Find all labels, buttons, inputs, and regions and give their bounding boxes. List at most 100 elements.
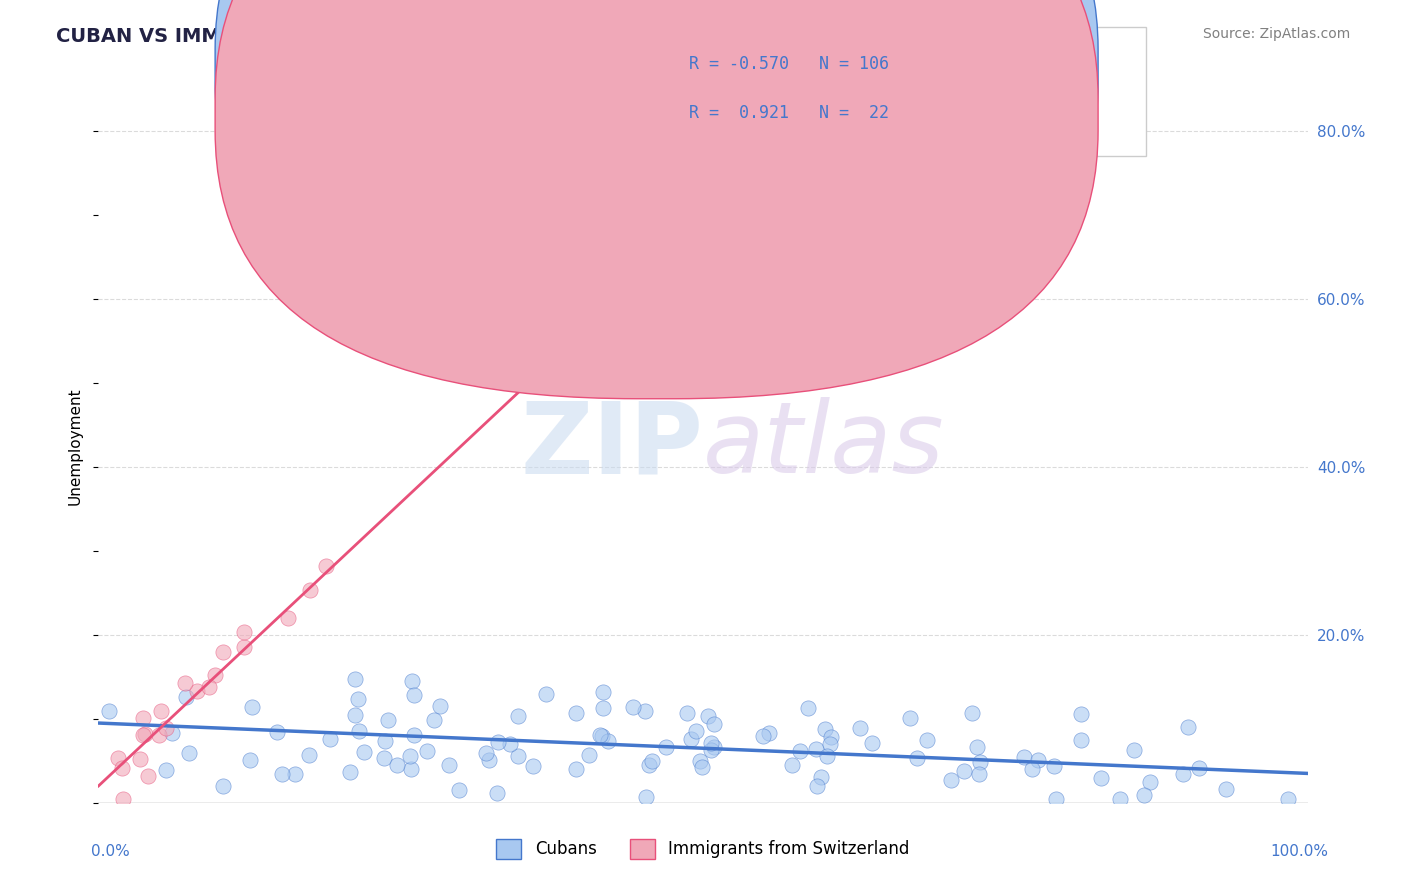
Point xyxy=(689,755,711,769)
Point xyxy=(1177,720,1199,734)
Point xyxy=(806,779,828,793)
Point xyxy=(447,783,470,797)
Point xyxy=(752,729,775,743)
Point xyxy=(373,750,395,764)
Point xyxy=(423,713,446,727)
Point xyxy=(1122,743,1144,757)
Point xyxy=(343,673,366,687)
Point xyxy=(1043,758,1066,772)
Point xyxy=(486,735,509,749)
Point xyxy=(402,728,425,742)
Point xyxy=(806,742,828,756)
Text: R =  0.921   N =  22: R = 0.921 N = 22 xyxy=(689,104,889,122)
Point xyxy=(752,169,775,184)
Point xyxy=(112,791,135,805)
Point xyxy=(534,688,557,702)
Point xyxy=(186,684,208,698)
Point xyxy=(315,559,337,574)
Point xyxy=(1215,782,1237,797)
Point xyxy=(270,766,292,780)
Point xyxy=(198,681,221,695)
Point xyxy=(277,611,299,625)
Text: R = -0.570   N = 106: R = -0.570 N = 106 xyxy=(689,55,889,73)
Point xyxy=(401,673,423,688)
Y-axis label: Unemployment: Unemployment xyxy=(67,387,83,505)
Point xyxy=(111,761,134,775)
Point xyxy=(960,706,983,721)
Point xyxy=(591,729,613,743)
Point xyxy=(681,732,703,747)
Point xyxy=(155,763,177,777)
Text: atlas: atlas xyxy=(703,398,945,494)
Point xyxy=(1171,766,1194,780)
Point xyxy=(818,737,841,751)
Point xyxy=(136,769,159,783)
Point xyxy=(478,753,501,767)
Point xyxy=(132,728,155,742)
Point xyxy=(578,747,600,762)
Point xyxy=(399,749,422,764)
Point xyxy=(967,766,990,780)
Point xyxy=(204,668,226,682)
Point xyxy=(160,726,183,740)
Point xyxy=(592,685,614,699)
Point xyxy=(634,790,657,805)
Point xyxy=(1070,733,1092,747)
Point xyxy=(789,744,811,758)
Point xyxy=(860,736,883,750)
Point xyxy=(1133,788,1156,802)
Point xyxy=(387,758,409,772)
Legend: Cubans, Immigrants from Switzerland: Cubans, Immigrants from Switzerland xyxy=(489,832,917,866)
Point xyxy=(815,749,838,764)
Point xyxy=(592,700,614,714)
Point xyxy=(347,692,370,706)
Point xyxy=(1277,791,1299,805)
Point xyxy=(177,747,200,761)
Point xyxy=(339,765,361,780)
Point xyxy=(1188,761,1211,775)
Point xyxy=(374,734,396,748)
Text: 100.0%: 100.0% xyxy=(1271,845,1329,859)
Point xyxy=(810,771,832,785)
Point xyxy=(401,762,423,776)
Point xyxy=(820,731,842,745)
Point xyxy=(814,722,837,736)
Point xyxy=(353,745,375,759)
Point xyxy=(1139,775,1161,789)
Point xyxy=(655,739,678,754)
Point xyxy=(966,739,988,754)
Point xyxy=(953,764,976,778)
Point xyxy=(134,727,156,741)
Point xyxy=(437,757,460,772)
Point xyxy=(150,705,173,719)
Point xyxy=(621,700,644,714)
Point xyxy=(969,755,991,769)
Point xyxy=(941,772,963,787)
Text: Source: ZipAtlas.com: Source: ZipAtlas.com xyxy=(1202,27,1350,41)
Point xyxy=(486,786,509,800)
Point xyxy=(780,758,803,772)
Point xyxy=(638,758,661,772)
Point xyxy=(506,709,529,723)
Point xyxy=(1090,771,1112,785)
Point xyxy=(596,734,619,748)
Point xyxy=(132,711,155,725)
Text: 0.0%: 0.0% xyxy=(91,845,131,859)
Point xyxy=(696,709,718,723)
Point xyxy=(402,688,425,702)
Point xyxy=(641,754,664,768)
Point xyxy=(565,706,588,721)
Point xyxy=(240,700,263,714)
Point xyxy=(702,739,724,754)
Point xyxy=(475,746,498,760)
Point xyxy=(565,762,588,776)
Text: ZIP: ZIP xyxy=(520,398,703,494)
Point xyxy=(155,721,177,735)
Point xyxy=(343,707,366,722)
Point xyxy=(1045,791,1067,805)
Point xyxy=(797,701,820,715)
Point xyxy=(297,748,319,763)
Point xyxy=(284,767,307,781)
Point xyxy=(690,760,713,774)
Point xyxy=(319,731,342,746)
